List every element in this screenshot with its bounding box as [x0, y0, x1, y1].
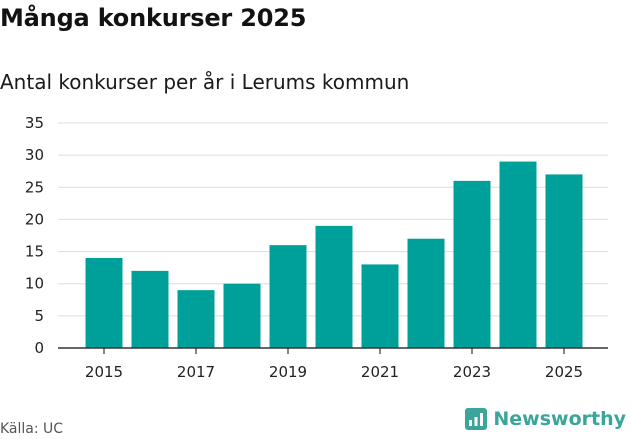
bar-2017: [177, 290, 215, 348]
chart-subtitle: Antal konkurser per år i Lerums kommun: [0, 70, 410, 94]
bar-2020: [315, 225, 353, 348]
y-tick-label: 5: [34, 307, 44, 325]
x-tick-label: 2025: [545, 363, 583, 381]
x-tick-label: 2023: [453, 363, 491, 381]
brand-logo-group: Newsworthy: [465, 408, 626, 430]
bar-2016: [131, 270, 169, 348]
y-tick-label: 30: [25, 146, 44, 164]
bar-2024: [499, 161, 537, 348]
brand-name: Newsworthy: [493, 408, 626, 430]
y-tick-label: 35: [25, 114, 44, 132]
bar-2025: [545, 174, 583, 348]
x-tick-label: 2019: [269, 363, 307, 381]
x-tick-label: 2021: [361, 363, 399, 381]
y-tick-label: 15: [25, 243, 44, 261]
x-tick-label: 2015: [85, 363, 123, 381]
bar-2023: [453, 180, 491, 348]
x-tick-label: 2017: [177, 363, 215, 381]
y-tick-label: 0: [34, 339, 44, 357]
y-tick-label: 20: [25, 210, 44, 228]
bar-2015: [85, 258, 123, 348]
source-note: Källa: UC: [0, 421, 64, 437]
bar-2022: [407, 238, 445, 348]
bar-2019: [269, 245, 307, 348]
bar-2018: [223, 283, 261, 348]
newsworthy-logo-icon: [465, 408, 488, 430]
y-tick-label: 25: [25, 178, 44, 196]
bar-2021: [361, 264, 399, 348]
y-tick-label: 10: [25, 275, 44, 293]
chart-title: Många konkurser 2025: [0, 4, 307, 32]
